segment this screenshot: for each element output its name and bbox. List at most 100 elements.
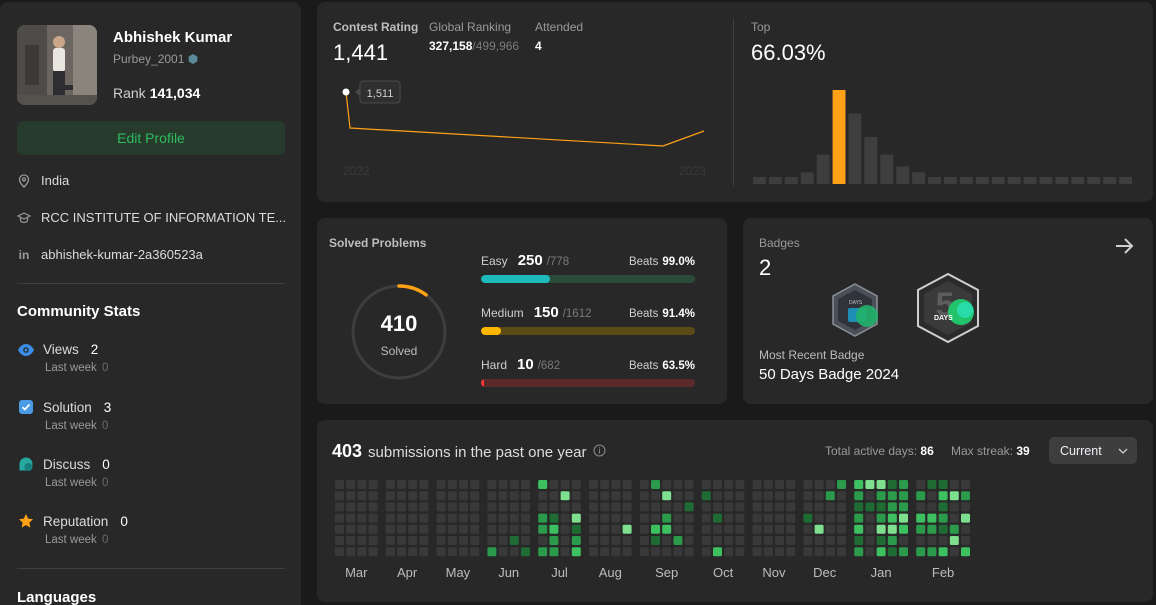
heatmap-cell[interactable] <box>775 491 784 501</box>
heatmap-cell[interactable] <box>521 502 530 512</box>
heatmap-cell[interactable] <box>825 480 835 489</box>
heatmap-cell[interactable] <box>408 491 418 501</box>
heatmap-cell[interactable] <box>701 513 711 523</box>
heatmap-cell[interactable] <box>368 502 378 512</box>
heatmap-cell[interactable] <box>786 513 796 523</box>
heatmap-cell[interactable] <box>938 480 948 489</box>
heatmap-cell[interactable] <box>887 513 897 523</box>
heatmap-cell[interactable] <box>346 524 356 534</box>
heatmap-cell[interactable] <box>735 480 745 489</box>
heatmap-cell[interactable] <box>447 513 457 523</box>
heatmap-cell[interactable] <box>346 480 356 489</box>
heatmap-cell[interactable] <box>611 547 621 557</box>
histogram-bar[interactable] <box>864 137 878 184</box>
heatmap-cell[interactable] <box>549 502 559 512</box>
heatmap-cell[interactable] <box>397 491 406 501</box>
heatmap-cell[interactable] <box>521 547 530 557</box>
heatmap-cell[interactable] <box>938 524 948 534</box>
heatmap-cell[interactable] <box>470 547 480 557</box>
heatmap-cell[interactable] <box>713 480 722 489</box>
heatmap-cell[interactable] <box>724 491 734 501</box>
heatmap-cell[interactable] <box>600 524 610 534</box>
heatmap-cell[interactable] <box>713 491 722 501</box>
heatmap-cell[interactable] <box>368 480 378 489</box>
heatmap-cell[interactable] <box>916 536 926 545</box>
heatmap-cell[interactable] <box>662 480 672 489</box>
heatmap-cell[interactable] <box>865 480 875 489</box>
heatmap-cell[interactable] <box>549 513 559 523</box>
heatmap-cell[interactable] <box>837 524 846 534</box>
heatmap-cell[interactable] <box>498 513 508 523</box>
rating-point[interactable] <box>342 88 350 96</box>
heatmap-cell[interactable] <box>814 536 824 545</box>
heatmap-cell[interactable] <box>397 480 406 489</box>
heatmap-cell[interactable] <box>498 524 508 534</box>
heatmap-cell[interactable] <box>949 502 959 512</box>
heatmap-cell[interactable] <box>786 547 796 557</box>
heatmap-cell[interactable] <box>560 547 570 557</box>
heatmap-cell[interactable] <box>876 536 886 545</box>
heatmap-cell[interactable] <box>600 547 610 557</box>
heatmap-cell[interactable] <box>538 536 548 545</box>
heatmap-cell[interactable] <box>887 491 897 501</box>
heatmap-cell[interactable] <box>509 536 519 545</box>
heatmap-cell[interactable] <box>651 502 660 512</box>
heatmap-cell[interactable] <box>701 524 711 534</box>
heatmap-cell[interactable] <box>385 513 395 523</box>
histogram-bar[interactable] <box>1119 177 1132 184</box>
heatmap-cell[interactable] <box>961 491 970 501</box>
heatmap-cell[interactable] <box>589 536 598 545</box>
heatmap-cell[interactable] <box>927 502 937 512</box>
heatmap-cell[interactable] <box>639 491 649 501</box>
heatmap-cell[interactable] <box>521 491 530 501</box>
histogram-bar[interactable] <box>896 166 910 184</box>
heatmap-cell[interactable] <box>724 536 734 545</box>
heatmap-cell[interactable] <box>408 524 418 534</box>
heatmap-cell[interactable] <box>854 536 864 545</box>
heatmap-cell[interactable] <box>865 491 875 501</box>
heatmap-cell[interactable] <box>436 491 446 501</box>
histogram-bar-highlight[interactable] <box>832 90 846 184</box>
heatmap-cell[interactable] <box>961 547 970 557</box>
heatmap-cell[interactable] <box>763 491 773 501</box>
heatmap-cell[interactable] <box>385 502 395 512</box>
heatmap-cell[interactable] <box>589 524 598 534</box>
heatmap-cell[interactable] <box>549 491 559 501</box>
heatmap-cell[interactable] <box>938 547 948 557</box>
heatmap-cell[interactable] <box>408 480 418 489</box>
heatmap-cell[interactable] <box>611 480 621 489</box>
heatmap-cell[interactable] <box>397 547 406 557</box>
heatmap-cell[interactable] <box>521 480 530 489</box>
heatmap-cell[interactable] <box>459 547 468 557</box>
linkedin-text[interactable]: abhishek-kumar-2a360523a <box>41 247 203 262</box>
heatmap-cell[interactable] <box>899 547 908 557</box>
heatmap-cell[interactable] <box>600 536 610 545</box>
heatmap-cell[interactable] <box>876 513 886 523</box>
heatmap-cell[interactable] <box>775 480 784 489</box>
heatmap-cell[interactable] <box>887 536 897 545</box>
heatmap-cell[interactable] <box>916 491 926 501</box>
heatmap-cell[interactable] <box>865 524 875 534</box>
heatmap-cell[interactable] <box>560 536 570 545</box>
heatmap-cell[interactable] <box>713 547 722 557</box>
heatmap-cell[interactable] <box>571 513 581 523</box>
badge-days-silver[interactable]: DAYS <box>829 282 881 338</box>
heatmap-cell[interactable] <box>949 513 959 523</box>
heatmap-cell[interactable] <box>899 491 908 501</box>
heatmap-cell[interactable] <box>752 524 762 534</box>
heatmap-cell[interactable] <box>735 491 745 501</box>
histogram-bar[interactable] <box>1039 177 1053 184</box>
heatmap-cell[interactable] <box>713 513 722 523</box>
badge-50-days[interactable]: 5 DAYS <box>915 272 981 344</box>
heatmap-cell[interactable] <box>447 502 457 512</box>
heatmap-cell[interactable] <box>357 536 367 545</box>
heatmap-cell[interactable] <box>927 480 937 489</box>
heatmap-cell[interactable] <box>916 502 926 512</box>
heatmap-cell[interactable] <box>899 513 908 523</box>
heatmap-cell[interactable] <box>825 491 835 501</box>
heatmap-cell[interactable] <box>899 502 908 512</box>
histogram-bar[interactable] <box>848 113 862 185</box>
heatmap-cell[interactable] <box>701 491 711 501</box>
heatmap-cell[interactable] <box>408 513 418 523</box>
heatmap-cell[interactable] <box>538 524 548 534</box>
